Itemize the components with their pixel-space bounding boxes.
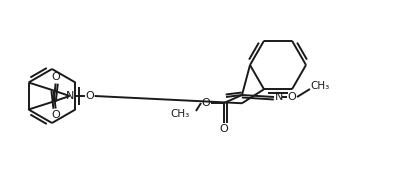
Text: N: N: [275, 92, 283, 102]
Text: O: O: [51, 73, 60, 83]
Text: O: O: [288, 92, 297, 102]
Text: CH₃: CH₃: [310, 81, 330, 91]
Text: O: O: [220, 124, 228, 134]
Text: CH₃: CH₃: [170, 109, 189, 119]
Text: O: O: [51, 109, 60, 119]
Text: O: O: [202, 98, 210, 108]
Text: O: O: [85, 91, 94, 101]
Text: N: N: [65, 91, 74, 101]
